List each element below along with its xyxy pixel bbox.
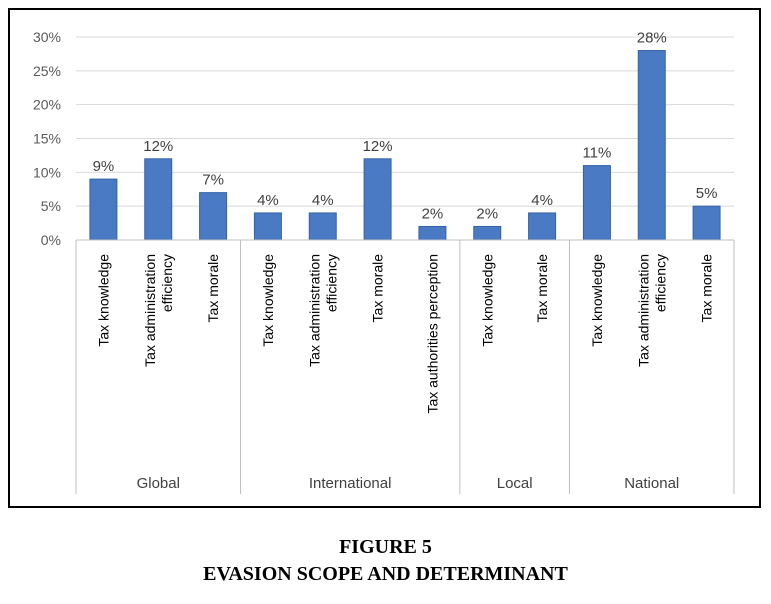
y-tick-label: 0%: [41, 232, 61, 248]
bar-international-2: [308, 212, 337, 241]
group-label-international: International: [309, 475, 392, 492]
y-tick-label: 5%: [41, 198, 61, 214]
category-label: Tax morale: [534, 254, 550, 323]
y-tick-label: 25%: [33, 63, 61, 79]
y-tick-label: 15%: [33, 131, 61, 147]
bars: [89, 50, 721, 241]
figure-title: EVASION SCOPE AND DETERMINANT: [203, 563, 568, 585]
group-label-national: National: [624, 475, 679, 492]
category-label: Tax knowledge: [589, 254, 605, 347]
y-gridlines: [76, 36, 734, 207]
y-tick-label: 10%: [33, 164, 61, 180]
category-label: Tax authorities perception: [424, 254, 440, 414]
y-tick-label: 20%: [33, 97, 61, 113]
data-label: 7%: [202, 172, 224, 189]
chart-frame: 0% 5% 10% 15% 20% 25% 30% 9% 12% 7% 4% 4% 12% 2% 2% 4%…: [8, 8, 761, 508]
category-label: Tax morale: [370, 254, 386, 323]
bar-national-3: [692, 205, 721, 241]
bar-local-2: [528, 212, 557, 241]
bar-national-1: [582, 165, 611, 241]
data-label: 2%: [476, 205, 498, 222]
category-labels: Tax knowledge Tax administrationefficienc…: [95, 254, 714, 414]
bar-global-3: [199, 192, 228, 241]
data-label: 12%: [143, 138, 173, 155]
data-label: 4%: [312, 192, 334, 209]
bar-international-1: [253, 212, 282, 241]
group-label-local: Local: [497, 475, 533, 492]
data-label: 28%: [637, 30, 667, 47]
category-label: Tax knowledge: [479, 254, 495, 347]
x-axis-lines: [75, 239, 735, 494]
category-label: Tax administrationefficiency: [142, 254, 175, 367]
group-labels: Global International Local National: [137, 475, 680, 492]
category-label: Tax knowledge: [260, 254, 276, 347]
figure-number: FIGURE 5: [339, 536, 432, 558]
bar-international-4: [418, 225, 447, 241]
data-labels: 9% 12% 7% 4% 4% 12% 2% 2% 4% 11% 28% 5%: [93, 30, 718, 223]
data-label: 4%: [257, 192, 279, 209]
category-label: Tax administrationefficiency: [635, 254, 668, 367]
bar-chart: 0% 5% 10% 15% 20% 25% 30% 9% 12% 7% 4% 4% 12% 2% 2% 4%…: [33, 29, 735, 494]
group-label-global: Global: [137, 475, 180, 492]
data-label: 5%: [696, 185, 718, 202]
data-label: 11%: [582, 145, 611, 162]
data-label: 12%: [363, 138, 393, 155]
y-axis-tick-labels: 0% 5% 10% 15% 20% 25% 30%: [33, 29, 61, 248]
bar-national-2: [637, 50, 666, 241]
bar-global-2: [144, 158, 173, 241]
data-label: 4%: [531, 192, 553, 209]
data-label: 9%: [93, 158, 115, 175]
figure-caption: FIGURE 5 EVASION SCOPE AND DETERMINANT: [0, 534, 771, 588]
category-label: Tax administrationefficiency: [306, 254, 339, 367]
y-tick-label: 30%: [33, 29, 61, 45]
category-label: Tax morale: [205, 254, 221, 323]
category-label: Tax knowledge: [95, 254, 111, 347]
data-label: 2%: [422, 205, 444, 222]
bar-global-1: [89, 178, 118, 241]
bar-international-3: [363, 158, 392, 241]
category-label: Tax morale: [699, 254, 715, 323]
bar-local-1: [473, 225, 502, 241]
